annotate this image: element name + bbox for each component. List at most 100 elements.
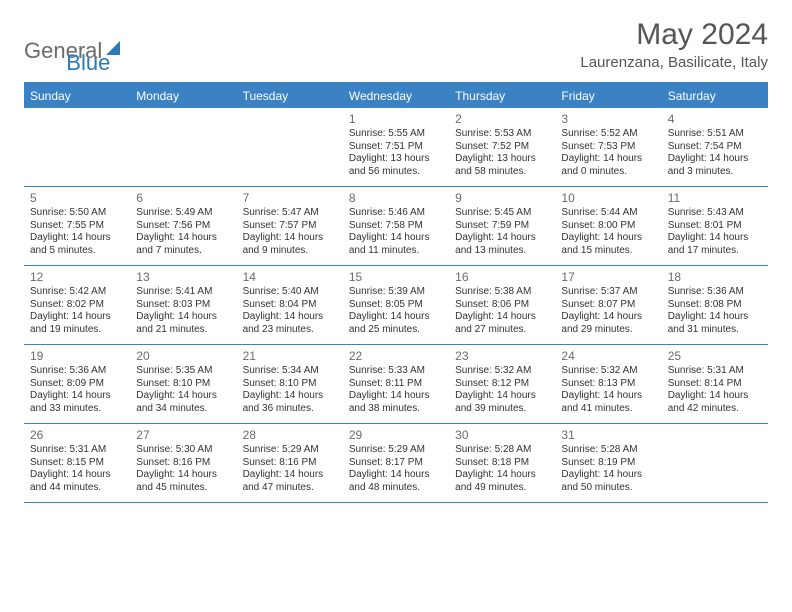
sunrise-line: Sunrise: 5:31 AM <box>668 365 762 378</box>
logo: General Blue <box>24 18 110 76</box>
weekday-header: Saturday <box>662 84 768 108</box>
daylight-line: Daylight: 14 hours and 15 minutes. <box>561 232 655 257</box>
sunset-line: Sunset: 8:04 PM <box>243 299 337 312</box>
day-cell: 16Sunrise: 5:38 AMSunset: 8:06 PMDayligh… <box>449 266 555 344</box>
daylight-line: Daylight: 14 hours and 39 minutes. <box>455 390 549 415</box>
sunrise-line: Sunrise: 5:37 AM <box>561 286 655 299</box>
daylight-line: Daylight: 14 hours and 33 minutes. <box>30 390 124 415</box>
daylight-line: Daylight: 14 hours and 34 minutes. <box>136 390 230 415</box>
day-number: 8 <box>349 191 443 205</box>
week-row: 19Sunrise: 5:36 AMSunset: 8:09 PMDayligh… <box>24 345 768 424</box>
daylight-line: Daylight: 14 hours and 13 minutes. <box>455 232 549 257</box>
day-number: 2 <box>455 112 549 126</box>
day-number: 16 <box>455 270 549 284</box>
week-row: 26Sunrise: 5:31 AMSunset: 8:15 PMDayligh… <box>24 424 768 503</box>
day-cell: 1Sunrise: 5:55 AMSunset: 7:51 PMDaylight… <box>343 108 449 186</box>
day-cell: 30Sunrise: 5:28 AMSunset: 8:18 PMDayligh… <box>449 424 555 502</box>
sunrise-line: Sunrise: 5:36 AM <box>668 286 762 299</box>
sunset-line: Sunset: 8:00 PM <box>561 220 655 233</box>
sunrise-line: Sunrise: 5:28 AM <box>455 444 549 457</box>
day-cell: 29Sunrise: 5:29 AMSunset: 8:17 PMDayligh… <box>343 424 449 502</box>
sunset-line: Sunset: 8:01 PM <box>668 220 762 233</box>
sunset-line: Sunset: 8:06 PM <box>455 299 549 312</box>
daylight-line: Daylight: 14 hours and 42 minutes. <box>668 390 762 415</box>
day-cell <box>662 424 768 502</box>
sunset-line: Sunset: 8:12 PM <box>455 378 549 391</box>
day-number: 18 <box>668 270 762 284</box>
daylight-line: Daylight: 14 hours and 21 minutes. <box>136 311 230 336</box>
calendar-page: General Blue May 2024 Laurenzana, Basili… <box>0 0 792 521</box>
daylight-line: Daylight: 14 hours and 44 minutes. <box>30 469 124 494</box>
sunset-line: Sunset: 8:10 PM <box>243 378 337 391</box>
day-number: 10 <box>561 191 655 205</box>
day-cell: 10Sunrise: 5:44 AMSunset: 8:00 PMDayligh… <box>555 187 661 265</box>
day-number: 14 <box>243 270 337 284</box>
week-row: 1Sunrise: 5:55 AMSunset: 7:51 PMDaylight… <box>24 108 768 187</box>
calendar: SundayMondayTuesdayWednesdayThursdayFrid… <box>24 82 768 503</box>
week-row: 5Sunrise: 5:50 AMSunset: 7:55 PMDaylight… <box>24 187 768 266</box>
day-cell: 13Sunrise: 5:41 AMSunset: 8:03 PMDayligh… <box>130 266 236 344</box>
sunrise-line: Sunrise: 5:28 AM <box>561 444 655 457</box>
daylight-line: Daylight: 14 hours and 11 minutes. <box>349 232 443 257</box>
day-cell: 11Sunrise: 5:43 AMSunset: 8:01 PMDayligh… <box>662 187 768 265</box>
day-number: 19 <box>30 349 124 363</box>
day-cell: 14 Sunrise: 5:40 AMSunset: 8:04 PMDayligh… <box>237 266 343 344</box>
day-number: 20 <box>136 349 230 363</box>
daylight-line: Daylight: 14 hours and 50 minutes. <box>561 469 655 494</box>
day-number: 9 <box>455 191 549 205</box>
daylight-line: Daylight: 14 hours and 0 minutes. <box>561 153 655 178</box>
sunset-line: Sunset: 7:55 PM <box>30 220 124 233</box>
day-cell: 5Sunrise: 5:50 AMSunset: 7:55 PMDaylight… <box>24 187 130 265</box>
sunrise-line: Sunrise: 5:32 AM <box>455 365 549 378</box>
sunrise-line: Sunrise: 5:50 AM <box>30 207 124 220</box>
day-cell: 4Sunrise: 5:51 AMSunset: 7:54 PMDaylight… <box>662 108 768 186</box>
day-cell: 25Sunrise: 5:31 AMSunset: 8:14 PMDayligh… <box>662 345 768 423</box>
day-number: 31 <box>561 428 655 442</box>
day-number: 21 <box>243 349 337 363</box>
day-number: 15 <box>349 270 443 284</box>
sunrise-line: Sunrise: 5:39 AM <box>349 286 443 299</box>
sunset-line: Sunset: 8:02 PM <box>30 299 124 312</box>
day-cell: 7Sunrise: 5:47 AMSunset: 7:57 PMDaylight… <box>237 187 343 265</box>
sunrise-line: Sunrise: 5:53 AM <box>455 128 549 141</box>
sunset-line: Sunset: 8:17 PM <box>349 457 443 470</box>
weekday-header: Wednesday <box>343 84 449 108</box>
sunset-line: Sunset: 8:18 PM <box>455 457 549 470</box>
daylight-line: Daylight: 14 hours and 7 minutes. <box>136 232 230 257</box>
sunrise-line: Sunrise: 5:49 AM <box>136 207 230 220</box>
day-cell <box>24 108 130 186</box>
day-number: 6 <box>136 191 230 205</box>
title-block: May 2024 Laurenzana, Basilicate, Italy <box>580 18 768 71</box>
day-cell: 3Sunrise: 5:52 AMSunset: 7:53 PMDaylight… <box>555 108 661 186</box>
sunset-line: Sunset: 8:15 PM <box>30 457 124 470</box>
day-cell: 27 Sunrise: 5:30 AMSunset: 8:16 PMDayligh… <box>130 424 236 502</box>
day-number: 30 <box>455 428 549 442</box>
sunrise-line: Sunrise: 5:40 AM <box>243 286 337 299</box>
sunset-line: Sunset: 7:53 PM <box>561 141 655 154</box>
sunrise-line: Sunrise: 5:41 AM <box>136 286 230 299</box>
sunset-line: Sunset: 8:16 PM <box>136 457 230 470</box>
daylight-line: Daylight: 14 hours and 29 minutes. <box>561 311 655 336</box>
daylight-line: Daylight: 13 hours and 58 minutes. <box>455 153 549 178</box>
day-number: 29 <box>349 428 443 442</box>
day-cell: 28Sunrise: 5:29 AMSunset: 8:16 PMDayligh… <box>237 424 343 502</box>
header: General Blue May 2024 Laurenzana, Basili… <box>24 18 768 76</box>
day-cell: 24Sunrise: 5:32 AMSunset: 8:13 PMDayligh… <box>555 345 661 423</box>
day-number: 22 <box>349 349 443 363</box>
sunset-line: Sunset: 7:52 PM <box>455 141 549 154</box>
sunrise-line: Sunrise: 5:45 AM <box>455 207 549 220</box>
sunrise-line: Sunrise: 5:32 AM <box>561 365 655 378</box>
sunrise-line: Sunrise: 5:30 AM <box>136 444 230 457</box>
daylight-line: Daylight: 14 hours and 36 minutes. <box>243 390 337 415</box>
daylight-line: Daylight: 14 hours and 45 minutes. <box>136 469 230 494</box>
daylight-line: Daylight: 14 hours and 9 minutes. <box>243 232 337 257</box>
day-cell: 26Sunrise: 5:31 AMSunset: 8:15 PMDayligh… <box>24 424 130 502</box>
daylight-line: Daylight: 14 hours and 23 minutes. <box>243 311 337 336</box>
sunset-line: Sunset: 7:59 PM <box>455 220 549 233</box>
day-cell: 22Sunrise: 5:33 AMSunset: 8:11 PMDayligh… <box>343 345 449 423</box>
sunset-line: Sunset: 8:08 PM <box>668 299 762 312</box>
day-number: 27 <box>136 428 230 442</box>
daylight-line: Daylight: 13 hours and 56 minutes. <box>349 153 443 178</box>
daylight-line: Daylight: 14 hours and 31 minutes. <box>668 311 762 336</box>
day-number: 25 <box>668 349 762 363</box>
